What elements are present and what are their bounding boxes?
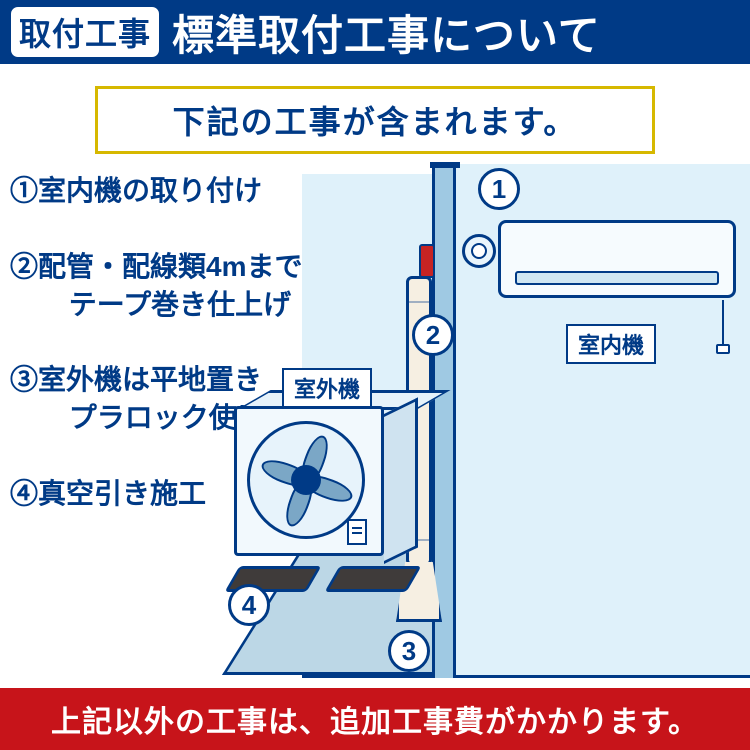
indoor-power-cord	[722, 300, 724, 346]
step-4-text: 真空引き施工	[38, 478, 206, 509]
header-badge: 取付工事	[8, 4, 162, 60]
header-bar: 取付工事 標準取付工事について	[0, 0, 750, 64]
page-root: 取付工事 標準取付工事について 下記の工事が含まれます。 ①室内機の取り付け ②…	[0, 0, 750, 750]
outdoor-unit	[234, 406, 404, 594]
sub-banner-text: 下記の工事が含まれます。	[173, 104, 578, 140]
step-2-prefix: ②	[10, 251, 38, 282]
step-3-line1: 室外機は平地置き	[38, 364, 262, 395]
diagram: 室内機 室外機 1 2	[302, 174, 750, 678]
footer-text: 上記以外の工事は、追加工事費がかかります。	[51, 697, 699, 741]
step-4-prefix: ④	[10, 478, 38, 509]
step-1-prefix: ①	[10, 175, 38, 206]
step-3-prefix: ③	[10, 364, 38, 395]
plastic-block	[324, 566, 421, 592]
wall-hole	[462, 234, 496, 268]
callout-1: 1	[478, 168, 520, 210]
step-1-text: 室内機の取り付け	[38, 175, 262, 206]
wall-hole-inner	[471, 243, 487, 259]
main-area: ①室内機の取り付け ②配管・配線類4mまで テープ巻き仕上げ ③室外機は平地置き…	[0, 154, 750, 714]
callout-3: 3	[388, 630, 430, 672]
indoor-unit-label: 室内機	[566, 324, 656, 364]
sub-banner: 下記の工事が含まれます。	[95, 86, 655, 154]
outdoor-vent	[347, 519, 367, 545]
indoor-unit-louver	[515, 271, 719, 285]
indoor-power-plug	[716, 344, 730, 354]
wall-top-cap	[430, 162, 460, 168]
step-2-line1: 配管・配線類4mまで	[38, 251, 302, 282]
callout-2: 2	[412, 314, 454, 356]
outdoor-side-panel	[384, 397, 418, 564]
pipe-red-segment	[419, 244, 435, 278]
outdoor-front-panel	[234, 406, 384, 556]
outdoor-unit-label: 室外機	[282, 368, 372, 408]
indoor-unit	[498, 220, 736, 298]
callout-4: 4	[228, 584, 270, 626]
footer-banner: 上記以外の工事は、追加工事費がかかります。	[0, 688, 750, 750]
header-title: 標準取付工事について	[172, 2, 601, 63]
outdoor-fan-hub	[291, 465, 321, 495]
